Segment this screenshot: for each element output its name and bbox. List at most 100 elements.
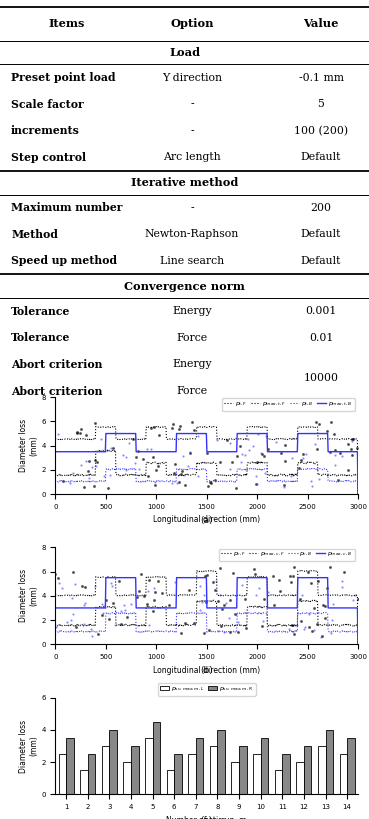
- Point: [82, 580, 87, 593]
- Point: [191, 423, 197, 437]
- Point: [110, 579, 115, 592]
- Point: [55, 572, 61, 585]
- Point: [86, 471, 92, 484]
- Point: [243, 622, 249, 635]
- Text: Tolerance: Tolerance: [11, 306, 70, 317]
- Point: [132, 457, 138, 470]
- Point: [320, 599, 326, 612]
- Point: [56, 576, 62, 589]
- Point: [201, 588, 207, 601]
- Point: [291, 560, 297, 573]
- Point: [186, 584, 192, 597]
- Text: Scale factor: Scale factor: [11, 99, 84, 110]
- Point: [286, 622, 292, 636]
- Point: [203, 595, 209, 609]
- Bar: [59, 754, 66, 794]
- Bar: [188, 754, 196, 794]
- Text: Default: Default: [301, 229, 341, 239]
- Point: [337, 446, 343, 459]
- Point: [298, 614, 304, 627]
- Point: [148, 442, 154, 455]
- Point: [176, 423, 182, 436]
- Point: [311, 602, 317, 615]
- Point: [297, 592, 303, 605]
- Point: [159, 587, 165, 600]
- Point: [151, 421, 157, 434]
- Point: [328, 627, 334, 640]
- Bar: [153, 722, 160, 794]
- Bar: [318, 746, 325, 794]
- Point: [307, 608, 313, 621]
- Point: [330, 597, 336, 610]
- Point: [227, 462, 232, 475]
- Point: [245, 432, 251, 446]
- Point: [93, 459, 99, 473]
- Point: [195, 429, 201, 442]
- Text: Energy: Energy: [172, 360, 212, 369]
- Point: [155, 574, 161, 587]
- Text: Option: Option: [170, 19, 214, 29]
- Point: [224, 434, 230, 447]
- Text: Arc length: Arc length: [163, 152, 221, 162]
- Point: [181, 468, 187, 482]
- Point: [252, 568, 258, 581]
- Text: 100 (200): 100 (200): [294, 125, 348, 136]
- Point: [212, 583, 218, 596]
- X-axis label: Longitudinal direction (mm): Longitudinal direction (mm): [153, 515, 260, 524]
- Point: [151, 581, 157, 595]
- Point: [300, 447, 306, 460]
- Point: [121, 598, 127, 611]
- Point: [332, 443, 338, 456]
- Bar: [131, 746, 138, 794]
- Bar: [196, 738, 203, 794]
- Point: [60, 474, 66, 487]
- Point: [259, 447, 265, 460]
- Point: [54, 620, 59, 633]
- Point: [187, 445, 193, 458]
- Point: [235, 616, 241, 629]
- Text: Abort criterion: Abort criterion: [11, 359, 103, 370]
- Point: [81, 481, 87, 494]
- Point: [229, 456, 235, 469]
- Bar: [347, 738, 355, 794]
- Point: [327, 560, 333, 573]
- Text: Load: Load: [169, 47, 200, 58]
- Text: -0.1 mm: -0.1 mm: [299, 73, 344, 83]
- Point: [70, 566, 76, 579]
- Text: Y direction: Y direction: [162, 73, 222, 83]
- Point: [148, 422, 154, 435]
- Point: [67, 477, 73, 490]
- Point: [324, 581, 330, 595]
- Point: [233, 608, 239, 621]
- Point: [123, 464, 129, 477]
- Text: Default: Default: [301, 152, 341, 162]
- Point: [335, 473, 341, 486]
- Point: [146, 618, 152, 631]
- Point: [246, 444, 252, 457]
- Bar: [217, 730, 225, 794]
- Point: [152, 586, 158, 599]
- Point: [287, 570, 293, 583]
- Point: [345, 464, 351, 477]
- Point: [180, 450, 186, 463]
- Point: [195, 469, 201, 482]
- Point: [152, 476, 158, 489]
- Point: [74, 426, 80, 439]
- Point: [341, 565, 347, 578]
- Point: [95, 627, 101, 640]
- Point: [86, 455, 92, 468]
- Title: (b): (b): [200, 666, 213, 675]
- Point: [288, 576, 294, 589]
- Point: [254, 469, 259, 482]
- Point: [214, 433, 220, 446]
- Point: [296, 462, 302, 475]
- Point: [197, 604, 203, 617]
- Bar: [296, 762, 304, 794]
- Text: Energy: Energy: [172, 306, 212, 316]
- Point: [156, 428, 162, 441]
- Point: [112, 618, 118, 631]
- Point: [315, 574, 321, 587]
- Point: [292, 628, 297, 641]
- Point: [227, 437, 233, 450]
- Point: [230, 567, 236, 580]
